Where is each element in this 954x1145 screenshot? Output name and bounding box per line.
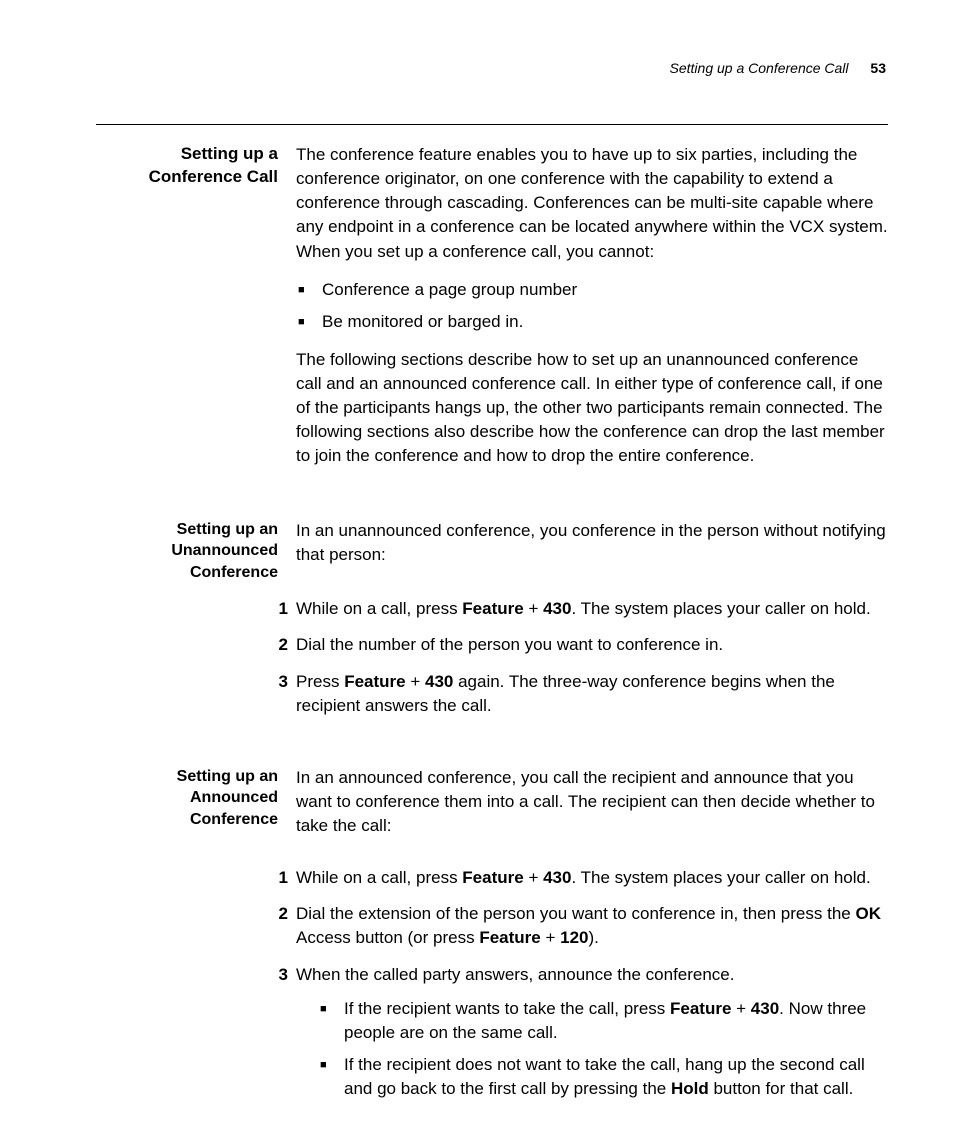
section-unannounced: Setting up an Unannounced Conference In … [96,519,888,584]
heading-line: Setting up an [177,768,278,785]
intro-paragraph: The conference feature enables you to ha… [296,143,888,264]
followup-paragraph: The following sections describe how to s… [296,348,888,469]
heading-line: Conference [190,811,278,828]
square-bullet-icon: ■ [296,310,322,334]
heading-line: Unannounced [171,542,278,559]
steps-announced: 1 While on a call, press Feature + 430. … [96,866,888,1121]
page-number: 53 [870,60,886,76]
step-text: Dial the number of the person you want t… [296,633,888,657]
page: Setting up a Conference Call 53 Setting … [96,60,888,1135]
running-head: Setting up a Conference Call 53 [96,60,888,76]
list-item: ■ If the recipient wants to take the cal… [318,997,888,1045]
body-conference-call: The conference feature enables you to ha… [296,143,888,483]
step-text: Press Feature + 430 again. The three-way… [296,670,888,718]
steps-unannounced: 1 While on a call, press Feature + 430. … [96,597,888,730]
body-unannounced: In an unannounced conference, you confer… [296,519,888,581]
step-item: 2 Dial the extension of the person you w… [274,902,888,950]
heading-conference-call: Setting up a Conference Call [96,143,296,189]
step-item: 3 Press Feature + 430 again. The three-w… [274,670,888,718]
heading-line: Conference [190,564,278,581]
body-announced: In an announced conference, you call the… [296,766,888,852]
list-text: If the recipient wants to take the call,… [344,997,888,1045]
step-number: 3 [274,963,296,987]
square-bullet-icon: ■ [318,1053,344,1077]
step-number: 1 [274,866,296,890]
list-text: Conference a page group number [322,278,888,302]
step-item: 1 While on a call, press Feature + 430. … [274,866,888,890]
heading-unannounced: Setting up an Unannounced Conference [96,519,296,584]
running-head-title: Setting up a Conference Call [670,60,849,76]
section-announced: Setting up an Announced Conference In an… [96,766,888,852]
list-text: Be monitored or barged in. [322,310,888,334]
numbered-steps: 1 While on a call, press Feature + 430. … [274,597,888,718]
step-text: While on a call, press Feature + 430. Th… [296,866,888,890]
sub-bullets: ■ If the recipient wants to take the cal… [318,997,888,1102]
heading-line: Setting up an [177,521,278,538]
step-number: 2 [274,633,296,657]
square-bullet-icon: ■ [296,278,322,302]
heading-announced: Setting up an Announced Conference [96,766,296,831]
step-item: 1 While on a call, press Feature + 430. … [274,597,888,621]
heading-line: Setting up a [181,144,278,163]
heading-line: Conference Call [149,167,278,186]
intro-paragraph: In an unannounced conference, you confer… [296,519,888,567]
step-text: While on a call, press Feature + 430. Th… [296,597,888,621]
intro-paragraph: In an announced conference, you call the… [296,766,888,838]
step-item: 2 Dial the number of the person you want… [274,633,888,657]
list-item: ■ If the recipient does not want to take… [318,1053,888,1101]
cannot-list: ■ Conference a page group number ■ Be mo… [296,278,888,334]
numbered-steps: 1 While on a call, press Feature + 430. … [274,866,888,1109]
list-item: ■ Be monitored or barged in. [296,310,888,334]
step-number: 1 [274,597,296,621]
step-item: 3 When the called party answers, announc… [274,963,888,1110]
step-number: 2 [274,902,296,926]
list-text: If the recipient does not want to take t… [344,1053,888,1101]
heading-line: Announced [190,789,278,806]
square-bullet-icon: ■ [318,997,344,1021]
step-text: When the called party answers, announce … [296,963,888,1110]
list-item: ■ Conference a page group number [296,278,888,302]
step-text: Dial the extension of the person you wan… [296,902,888,950]
top-rule [96,124,888,125]
step-number: 3 [274,670,296,694]
section-conference-call: Setting up a Conference Call The confere… [96,143,888,483]
